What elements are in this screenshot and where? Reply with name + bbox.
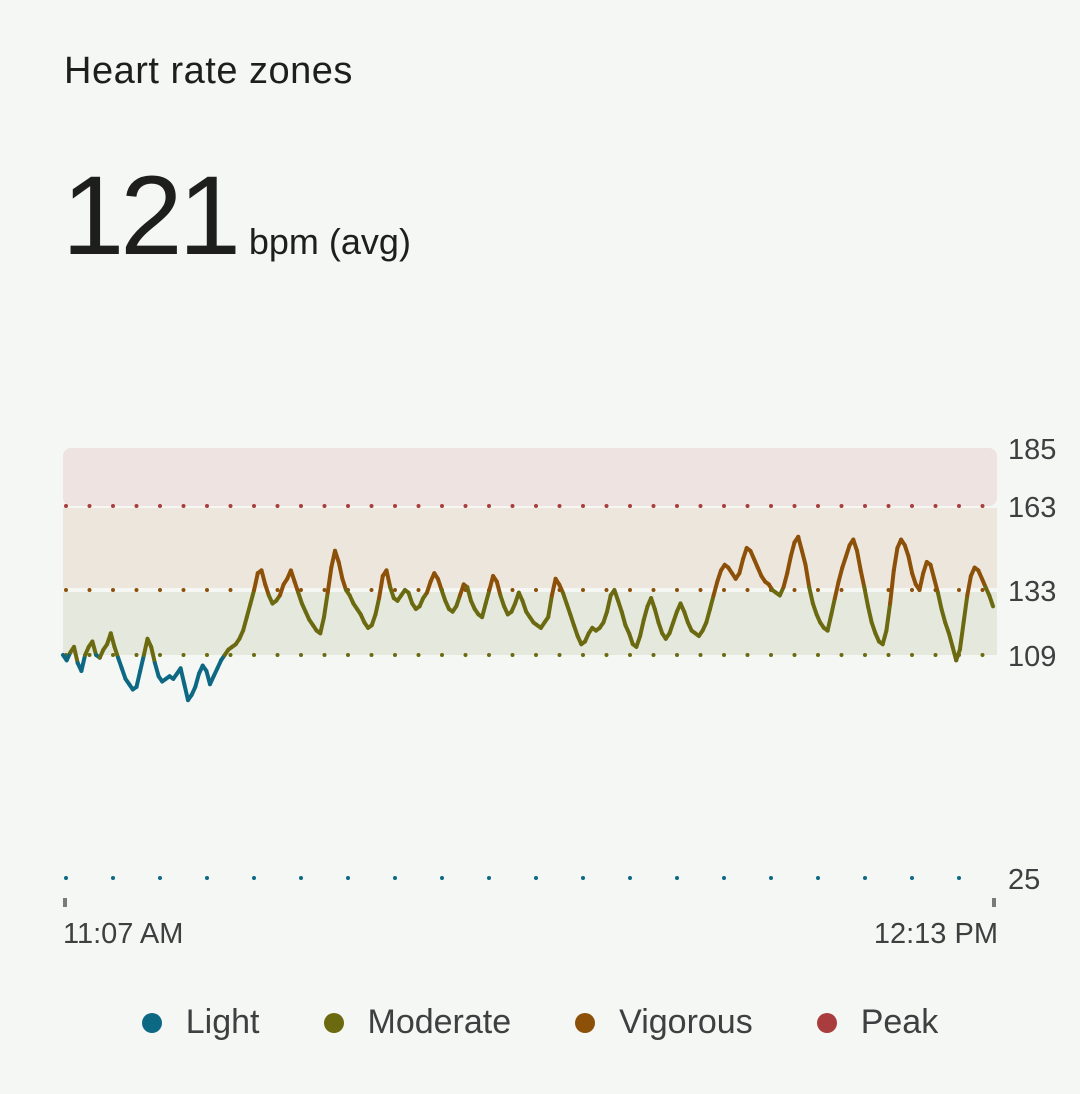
heart-rate-segment bbox=[957, 620, 966, 652]
heart-rate-segment bbox=[708, 593, 716, 611]
y-tick-label-133: 133 bbox=[1008, 576, 1056, 608]
heart-rate-segment bbox=[880, 628, 889, 647]
heart-rate-segment bbox=[605, 593, 613, 614]
heart-rate-segment bbox=[987, 593, 995, 609]
legend-label-vigorous: Vigorous bbox=[619, 1003, 753, 1041]
heart-rate-segment bbox=[961, 593, 970, 625]
heart-rate-segment bbox=[138, 653, 146, 673]
legend-dot-moderate bbox=[323, 1012, 344, 1033]
heart-rate-segment bbox=[965, 574, 973, 598]
heart-rate-segment bbox=[855, 548, 863, 573]
legend-label-light: Light bbox=[185, 1003, 260, 1041]
heart-rate-segment bbox=[946, 631, 955, 649]
heart-rate-segment bbox=[325, 565, 334, 595]
heart-rate-segment bbox=[252, 571, 260, 592]
heart-rate-segment bbox=[866, 604, 874, 625]
heart-rate-segment bbox=[373, 596, 382, 617]
heart-rate-segment bbox=[638, 617, 646, 638]
legend-item-light: Light bbox=[141, 1003, 260, 1042]
heart-rate-segment bbox=[858, 568, 867, 590]
heart-rate-segment bbox=[241, 615, 249, 633]
legend-item-peak: Peak bbox=[816, 1003, 939, 1042]
heart-rate-segment bbox=[149, 644, 157, 665]
legend-item-vigorous: Vigorous bbox=[575, 1003, 753, 1042]
legend-dot-light bbox=[141, 1012, 162, 1033]
heart-rate-segment bbox=[72, 644, 80, 665]
heart-rate-segment bbox=[259, 568, 268, 587]
heart-rate-segment bbox=[799, 548, 808, 567]
legend-dot-peak bbox=[816, 1012, 837, 1033]
heart-rate-segment bbox=[711, 579, 720, 598]
avg-heart-rate-value: 121 bbox=[62, 153, 241, 278]
heart-rate-segment bbox=[134, 668, 143, 689]
heart-rate-segment bbox=[788, 540, 797, 559]
heart-rate-segment bbox=[182, 682, 190, 703]
heart-rate-segment bbox=[891, 546, 900, 573]
heart-rate-segment bbox=[244, 601, 253, 620]
heart-rate-segment bbox=[336, 560, 345, 581]
heart-rate-segment bbox=[108, 631, 117, 649]
heart-rate-segment bbox=[79, 653, 88, 673]
heart-rate-segment bbox=[935, 590, 944, 611]
heart-rate-segment bbox=[781, 571, 790, 590]
heart-rate-segment bbox=[483, 588, 492, 606]
heart-rate-segment bbox=[785, 554, 793, 576]
y-tick-label-109: 109 bbox=[1008, 641, 1056, 673]
heart-rate-segment bbox=[884, 601, 893, 633]
legend-item-moderate: Moderate bbox=[323, 1003, 512, 1042]
heart-rate-segment bbox=[932, 576, 940, 595]
x-label-start: 11:07 AM bbox=[63, 918, 183, 950]
heart-rate-segment bbox=[248, 588, 257, 606]
heart-rate-segment bbox=[836, 565, 845, 584]
heart-rate-segment bbox=[796, 534, 804, 553]
heart-rate-segment bbox=[888, 568, 896, 606]
heart-rate-segment bbox=[737, 557, 745, 576]
heart-rate-segment bbox=[322, 590, 330, 620]
heart-rate-segment bbox=[832, 579, 841, 601]
heart-rate-segment bbox=[825, 612, 834, 633]
heart-rate-segment bbox=[803, 562, 812, 590]
legend-label-moderate: Moderate bbox=[367, 1003, 512, 1041]
heart-rate-segment bbox=[917, 571, 926, 592]
heart-rate-segment bbox=[619, 609, 628, 628]
heart-rate-segment bbox=[549, 576, 558, 598]
y-tick-label-163: 163 bbox=[1008, 492, 1056, 524]
heart-rate-segment bbox=[152, 661, 161, 679]
heart-rate-segment bbox=[829, 596, 837, 617]
heart-rate-segment bbox=[928, 562, 937, 581]
y-tick-label-185: 185 bbox=[1008, 434, 1056, 466]
avg-heart-rate: 121 bpm (avg) bbox=[62, 160, 411, 272]
heart-rate-segment bbox=[90, 639, 99, 657]
heart-rate-segment bbox=[193, 671, 201, 689]
x-label-end: 12:13 PM bbox=[874, 918, 998, 950]
zone-band-peak bbox=[63, 448, 997, 506]
zone-band-moderate bbox=[63, 592, 997, 655]
heart-rate-segment bbox=[480, 601, 488, 620]
heart-rate-segment bbox=[546, 593, 554, 620]
legend-label-peak: Peak bbox=[860, 1003, 939, 1041]
chart-legend: Light Moderate Vigorous Peak bbox=[0, 1003, 1080, 1042]
heart-rate-segment bbox=[862, 585, 870, 609]
heart-rate-segment bbox=[377, 574, 385, 601]
y-tick-label-25: 25 bbox=[1008, 864, 1040, 896]
heart-rate-segment bbox=[641, 604, 650, 622]
heart-rate-segment bbox=[318, 615, 326, 636]
heart-rate-segment bbox=[807, 585, 815, 606]
avg-heart-rate-unit: bpm (avg) bbox=[248, 221, 411, 262]
page-title: Heart rate zones bbox=[64, 50, 353, 92]
heart-rate-segment bbox=[704, 607, 712, 625]
legend-dot-vigorous bbox=[575, 1012, 596, 1033]
heart-rate-segment bbox=[494, 579, 503, 598]
heart-rate-segment bbox=[652, 607, 661, 625]
heart-rate-segment bbox=[939, 607, 948, 625]
heart-rate-segment bbox=[384, 568, 393, 590]
heart-rate-segment bbox=[906, 554, 915, 576]
heart-rate-segment bbox=[178, 666, 187, 687]
heart-rate-segment bbox=[465, 585, 473, 603]
